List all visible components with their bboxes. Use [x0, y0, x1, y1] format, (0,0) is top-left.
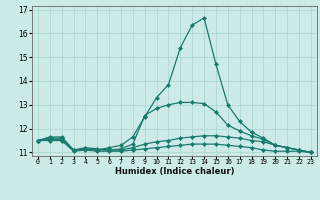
- X-axis label: Humidex (Indice chaleur): Humidex (Indice chaleur): [115, 167, 234, 176]
